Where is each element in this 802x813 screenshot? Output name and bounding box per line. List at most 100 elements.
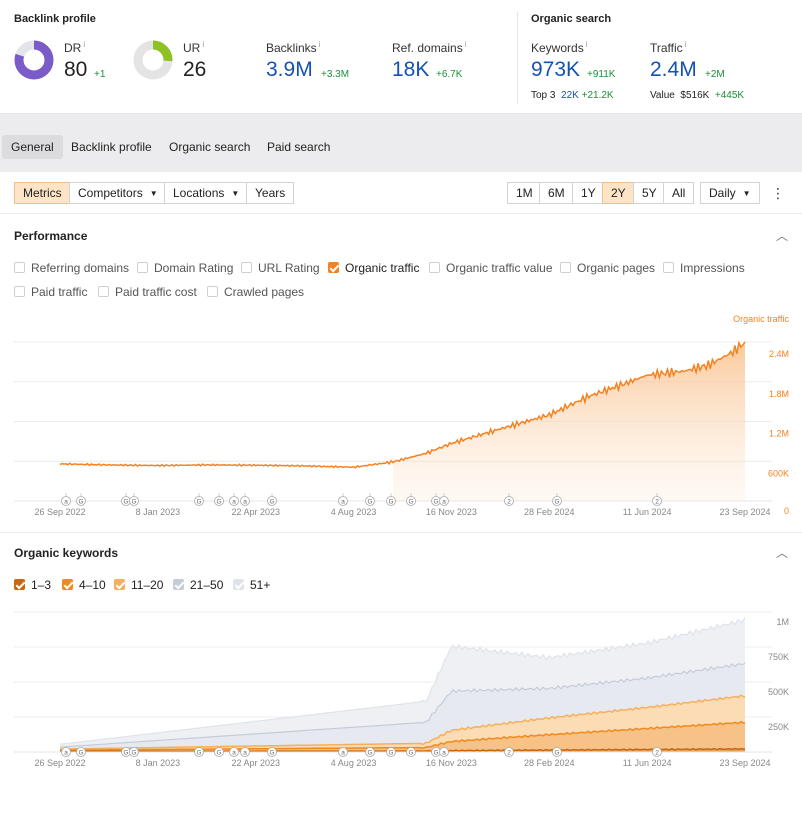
annotation-marker[interactable]: a [338, 493, 348, 506]
annotation-marker[interactable]: G [552, 493, 562, 506]
traffic-info-icon[interactable]: i [684, 40, 687, 49]
keywords-delta: +911K [587, 69, 616, 80]
metrics-button[interactable]: Metrics [14, 182, 71, 204]
checkbox-domain-rating[interactable]: Domain Rating [137, 261, 233, 275]
keywords-info-icon[interactable]: i [585, 40, 588, 49]
svg-text:G: G [367, 499, 372, 506]
backlinks-value[interactable]: 3.9M [266, 58, 313, 81]
y-tick-label: 0 [784, 506, 789, 516]
chevron-up-icon[interactable]: ︿ [776, 546, 789, 560]
annotation-marker[interactable]: a [61, 747, 71, 757]
annotation-marker[interactable]: G [121, 747, 131, 757]
tab-paid-search[interactable]: Paid search [267, 140, 331, 154]
legend-item-2[interactable]: 4–10 [62, 578, 106, 592]
legend-item-3[interactable]: 11–20 [114, 578, 163, 592]
annotation-marker[interactable]: G [552, 747, 562, 757]
annotation-marker[interactable]: 2 [504, 493, 514, 506]
annotation-marker[interactable]: G [76, 493, 86, 506]
backlinks-info-icon[interactable]: i [318, 40, 321, 49]
range-all-button[interactable]: All [663, 182, 695, 204]
x-tick-label: 16 Nov 2023 [426, 758, 477, 768]
legend-item-4[interactable]: 21–50 [173, 578, 223, 592]
svg-text:G: G [196, 499, 201, 506]
ref-domains-info-icon[interactable]: i [464, 40, 467, 49]
checkbox-organic-traffic-value[interactable]: Organic traffic value [429, 261, 553, 275]
annotation-marker[interactable]: G [129, 747, 139, 757]
legend-checkbox[interactable] [14, 579, 25, 590]
annotation-marker[interactable]: G [365, 493, 375, 506]
dr-info-icon[interactable]: i [83, 40, 86, 49]
range-2y-button[interactable]: 2Y [602, 182, 635, 204]
checkbox-referring-domains[interactable]: Referring domains [14, 261, 129, 275]
series-line-3[interactable] [59, 694, 746, 750]
annotation-marker[interactable]: a [61, 493, 71, 506]
keywords-value[interactable]: 973K [531, 58, 581, 81]
annotation-marker[interactable]: G [386, 747, 396, 757]
checkbox-crawled-pages[interactable]: Crawled pages [207, 285, 304, 299]
legend-checkbox[interactable] [114, 579, 125, 590]
interval-dropdown[interactable]: Daily ▼ [700, 182, 760, 204]
tab-backlink-profile[interactable]: Backlink profile [71, 140, 152, 154]
annotation-marker[interactable]: a [240, 493, 250, 506]
series-line-2[interactable] [60, 720, 746, 751]
annotation-marker[interactable]: a [439, 747, 449, 757]
legend-item-5[interactable]: 51+ [233, 578, 270, 592]
annotation-marker[interactable]: a [229, 747, 239, 757]
annotation-marker[interactable]: G [365, 747, 375, 757]
annotation-marker[interactable]: G [214, 493, 224, 506]
annotation-marker[interactable]: G [194, 493, 204, 506]
svg-text:a: a [64, 499, 68, 506]
checkbox-paid-traffic[interactable]: Paid traffic [14, 285, 87, 299]
years-button[interactable]: Years [246, 182, 295, 204]
annotation-marker[interactable]: 2 [652, 747, 662, 757]
annotation-marker[interactable]: G [121, 493, 131, 506]
range-5y-button[interactable]: 5Y [633, 182, 666, 204]
series-line-1[interactable] [60, 747, 746, 753]
annotation-marker[interactable]: G [76, 747, 86, 757]
backlinks-delta: +3.3M [321, 69, 350, 80]
annotation-marker[interactable]: G [406, 493, 416, 506]
annotation-marker[interactable]: G [267, 493, 277, 506]
checkbox-organic-pages[interactable]: Organic pages [560, 261, 655, 275]
tab-general[interactable]: General [2, 135, 63, 159]
range-1m-button[interactable]: 1M [507, 182, 542, 204]
checkbox-impressions[interactable]: Impressions [663, 261, 745, 275]
checkbox-organic-traffic[interactable]: Organic traffic [328, 261, 419, 275]
checkbox-paid-traffic-cost[interactable]: Paid traffic cost [98, 285, 197, 299]
annotation-marker[interactable]: a [338, 747, 348, 757]
annotation-marker[interactable]: 2 [504, 747, 514, 757]
checkbox-url-rating[interactable]: URL Rating [241, 261, 320, 275]
ur-info-icon[interactable]: i [202, 40, 205, 49]
range-6m-button[interactable]: 6M [539, 182, 574, 204]
legend-checkbox[interactable] [233, 579, 244, 590]
range-1y-button[interactable]: 1Y [572, 182, 605, 204]
legend-checkbox[interactable] [173, 579, 184, 590]
caret-down-icon: ▼ [231, 189, 240, 198]
annotation-marker[interactable]: a [229, 493, 239, 506]
series-line-organic-traffic[interactable] [59, 340, 746, 469]
competitors-dropdown[interactable]: Competitors ▼ [69, 182, 167, 204]
ref-domains-value[interactable]: 18K [392, 58, 430, 81]
chevron-up-icon[interactable]: ︿ [776, 229, 789, 243]
annotation-marker[interactable]: G [214, 747, 224, 757]
annotation-marker[interactable]: G [194, 747, 204, 757]
top3-value[interactable]: 22K [561, 90, 579, 101]
annotation-marker[interactable]: G [386, 493, 396, 506]
tab-organic-search[interactable]: Organic search [169, 140, 251, 154]
series-line-4[interactable] [59, 662, 746, 748]
annotation-marker[interactable]: 2 [652, 493, 662, 506]
annotation-marker[interactable]: a [240, 747, 250, 757]
x-tick-label: 4 Aug 2023 [331, 507, 377, 517]
series-line-5[interactable] [59, 617, 746, 745]
annotation-marker[interactable]: G [129, 493, 139, 506]
annotation-marker[interactable]: G [406, 747, 416, 757]
annotation-marker[interactable]: G [267, 747, 277, 757]
legend-item-1[interactable]: 1–3 [14, 578, 51, 592]
locations-dropdown[interactable]: Locations ▼ [164, 182, 249, 204]
annotation-marker[interactable]: G [431, 493, 441, 506]
annotation-marker[interactable]: a [439, 493, 449, 506]
traffic-value[interactable]: 2.4M [650, 58, 697, 81]
kebab-menu-icon[interactable]: ⋮ [771, 185, 785, 201]
backlink-profile-title: Backlink profile [14, 13, 96, 25]
legend-checkbox[interactable] [62, 579, 73, 590]
